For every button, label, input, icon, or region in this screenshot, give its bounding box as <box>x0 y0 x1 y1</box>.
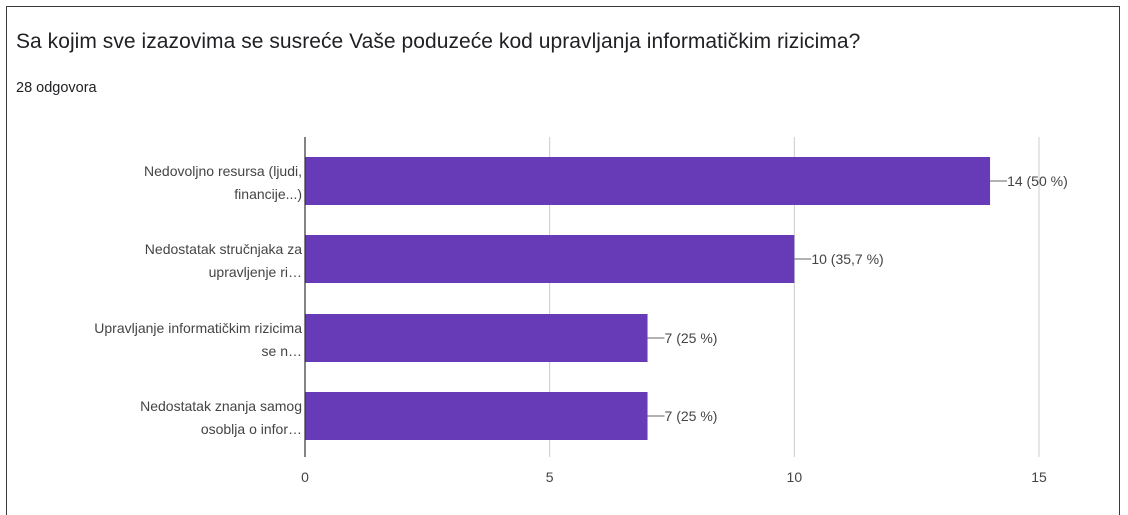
x-tick-label: 0 <box>301 469 309 485</box>
category-label: upravljenje ri… <box>209 264 302 280</box>
category-label: se n… <box>262 343 302 359</box>
value-label: 7 (25 %) <box>665 330 718 346</box>
bar <box>305 235 795 283</box>
response-count: 28 odgovora <box>16 80 97 96</box>
value-label: 14 (50 %) <box>1007 173 1068 189</box>
x-tick-label: 15 <box>1031 469 1047 485</box>
question-title: Sa kojim sve izazovima se susreće Vaše p… <box>16 30 861 53</box>
bar <box>305 392 648 440</box>
category-label: financije...) <box>234 186 302 202</box>
category-label: Nedovoljno resursa (ljudi, <box>144 163 302 179</box>
category-label: Upravljanje informatičkim rizicima <box>94 320 302 336</box>
category-label: osoblja o infor… <box>201 421 302 437</box>
bar <box>305 157 991 205</box>
category-label: Nedostatak znanja samog <box>140 398 302 414</box>
x-tick-label: 10 <box>787 469 803 485</box>
category-label: Nedostatak stručnjaka za <box>145 241 302 257</box>
value-label: 7 (25 %) <box>665 408 718 424</box>
bar <box>305 314 648 362</box>
x-tick-label: 5 <box>546 469 554 485</box>
value-label: 10 (35,7 %) <box>811 251 883 267</box>
